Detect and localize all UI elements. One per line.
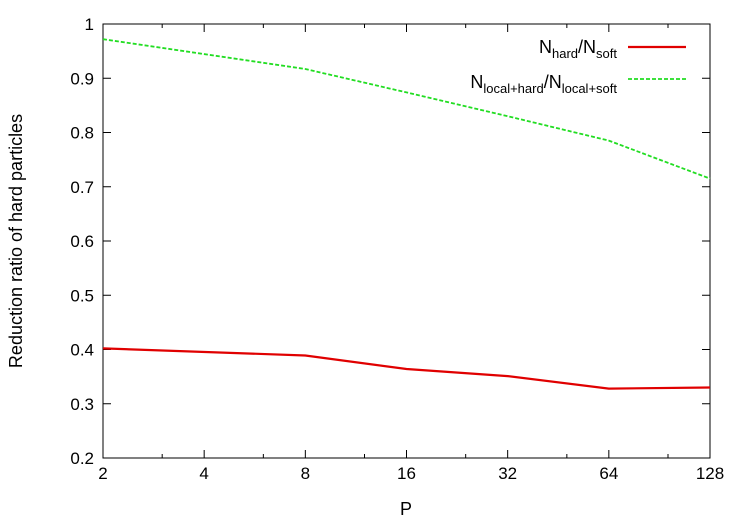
legend-label-0: Nhard/Nsoft bbox=[539, 37, 617, 61]
x-tick-label: 2 bbox=[98, 464, 107, 483]
plot-frame bbox=[102, 23, 711, 459]
x-tick-label: 4 bbox=[199, 464, 208, 483]
y-tick-label: 0.7 bbox=[70, 178, 94, 197]
x-tick-label: 128 bbox=[696, 464, 724, 483]
y-tick-label: 0.2 bbox=[70, 449, 94, 468]
series-line-1 bbox=[102, 38, 711, 180]
y-tick-label: 1 bbox=[85, 15, 94, 34]
y-axis-title: Reduction ratio of hard particles bbox=[6, 114, 26, 368]
y-axis-ticks: 0.2 0.3 0.4 0.5 0.6 0.7 0.8 0.9 1 bbox=[70, 15, 710, 468]
y-tick-label: 0.3 bbox=[70, 395, 94, 414]
legend: Nhard/Nsoft Nlocal+hard/Nlocal+soft bbox=[470, 37, 686, 96]
series-layer bbox=[102, 38, 711, 390]
x-axis-title: P bbox=[400, 499, 412, 519]
x-axis-ticks: 2 4 8 16 32 64 128 bbox=[98, 24, 724, 483]
x-tick-label: 64 bbox=[599, 464, 618, 483]
x-tick-label: 16 bbox=[397, 464, 416, 483]
legend-label-1: Nlocal+hard/Nlocal+soft bbox=[470, 72, 617, 96]
y-tick-label: 0.9 bbox=[70, 69, 94, 88]
x-tick-label: 8 bbox=[301, 464, 310, 483]
y-tick-label: 0.8 bbox=[70, 124, 94, 143]
series-line-0 bbox=[102, 347, 711, 390]
x-tick-label: 32 bbox=[498, 464, 517, 483]
y-tick-label: 0.5 bbox=[70, 286, 94, 305]
y-tick-label: 0.6 bbox=[70, 232, 94, 251]
y-tick-label: 0.4 bbox=[70, 341, 94, 360]
